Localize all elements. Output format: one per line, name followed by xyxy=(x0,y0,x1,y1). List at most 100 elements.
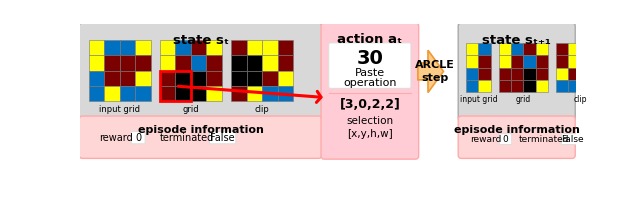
Bar xyxy=(104,71,120,86)
Bar xyxy=(206,55,222,71)
Text: clip: clip xyxy=(255,105,269,114)
Bar xyxy=(104,86,120,101)
FancyBboxPatch shape xyxy=(131,131,145,144)
Bar xyxy=(278,86,293,101)
Bar xyxy=(135,40,150,55)
Bar xyxy=(556,55,568,68)
Bar xyxy=(511,43,524,55)
Bar xyxy=(246,86,262,101)
Bar xyxy=(262,71,278,86)
FancyBboxPatch shape xyxy=(79,23,322,121)
Bar xyxy=(160,86,175,101)
Bar xyxy=(568,43,580,55)
FancyBboxPatch shape xyxy=(499,134,511,145)
Bar xyxy=(278,40,293,55)
Bar xyxy=(135,86,150,101)
Bar xyxy=(466,55,478,68)
Bar xyxy=(160,40,175,55)
Bar xyxy=(593,55,605,68)
Bar xyxy=(524,68,536,80)
Text: 0: 0 xyxy=(135,133,141,143)
Bar xyxy=(104,40,120,55)
Bar xyxy=(478,80,491,92)
Bar xyxy=(175,86,191,101)
Bar xyxy=(231,71,246,86)
Text: [3,0,2,2]: [3,0,2,2] xyxy=(339,98,400,111)
Bar xyxy=(524,43,536,55)
Text: grid: grid xyxy=(516,95,531,104)
Text: grid: grid xyxy=(182,105,199,114)
Bar xyxy=(511,55,524,68)
FancyBboxPatch shape xyxy=(79,116,322,158)
Text: False: False xyxy=(211,133,235,143)
Bar xyxy=(466,80,478,92)
Bar xyxy=(231,55,246,71)
Text: clip: clip xyxy=(574,95,588,104)
Text: episode information: episode information xyxy=(138,125,264,135)
Bar xyxy=(231,86,246,101)
Bar xyxy=(593,80,605,92)
Bar xyxy=(160,55,175,71)
Text: input grid: input grid xyxy=(460,95,497,104)
Bar xyxy=(191,71,206,86)
Bar xyxy=(466,43,478,55)
Bar xyxy=(191,86,206,101)
Bar xyxy=(499,43,511,55)
FancyBboxPatch shape xyxy=(329,43,411,88)
Text: reward: reward xyxy=(99,133,133,143)
Bar xyxy=(580,43,593,55)
Bar xyxy=(206,71,222,86)
Text: input grid: input grid xyxy=(99,105,140,114)
Bar xyxy=(104,55,120,71)
Text: state sₜ₊₁: state sₜ₊₁ xyxy=(483,34,551,47)
Bar xyxy=(511,68,524,80)
Bar xyxy=(511,80,524,92)
Bar xyxy=(262,55,278,71)
Bar xyxy=(135,71,150,86)
Bar xyxy=(536,80,548,92)
Bar xyxy=(478,55,491,68)
Bar xyxy=(262,40,278,55)
Bar xyxy=(120,40,135,55)
Bar xyxy=(536,43,548,55)
Bar xyxy=(499,55,511,68)
Bar xyxy=(120,55,135,71)
Bar xyxy=(246,40,262,55)
Bar xyxy=(88,86,104,101)
Bar xyxy=(278,71,293,86)
Bar xyxy=(556,43,568,55)
Bar xyxy=(580,55,593,68)
Text: terminated: terminated xyxy=(518,135,569,144)
Bar xyxy=(536,55,548,68)
Bar xyxy=(580,68,593,80)
Bar xyxy=(231,40,246,55)
Bar xyxy=(135,55,150,71)
Bar xyxy=(593,68,605,80)
Text: terminated: terminated xyxy=(160,133,214,143)
Bar xyxy=(191,55,206,71)
Bar xyxy=(206,86,222,101)
Bar xyxy=(246,71,262,86)
Bar xyxy=(160,71,175,86)
Bar xyxy=(175,55,191,71)
Bar xyxy=(246,55,262,71)
Bar xyxy=(478,68,491,80)
FancyBboxPatch shape xyxy=(458,116,575,158)
FancyBboxPatch shape xyxy=(209,131,236,144)
FancyArrow shape xyxy=(418,50,444,93)
Text: action aₜ: action aₜ xyxy=(337,33,403,46)
Text: ARCLE
step: ARCLE step xyxy=(415,60,455,83)
Bar xyxy=(556,80,568,92)
Bar xyxy=(478,43,491,55)
Text: False: False xyxy=(561,135,584,144)
Bar xyxy=(524,80,536,92)
Bar xyxy=(175,71,191,86)
Bar xyxy=(568,55,580,68)
Text: 30: 30 xyxy=(356,49,383,68)
FancyBboxPatch shape xyxy=(458,23,575,121)
Bar xyxy=(278,55,293,71)
Text: state sₜ: state sₜ xyxy=(173,34,228,47)
Bar xyxy=(466,68,478,80)
FancyBboxPatch shape xyxy=(321,23,419,159)
Bar xyxy=(120,71,135,86)
